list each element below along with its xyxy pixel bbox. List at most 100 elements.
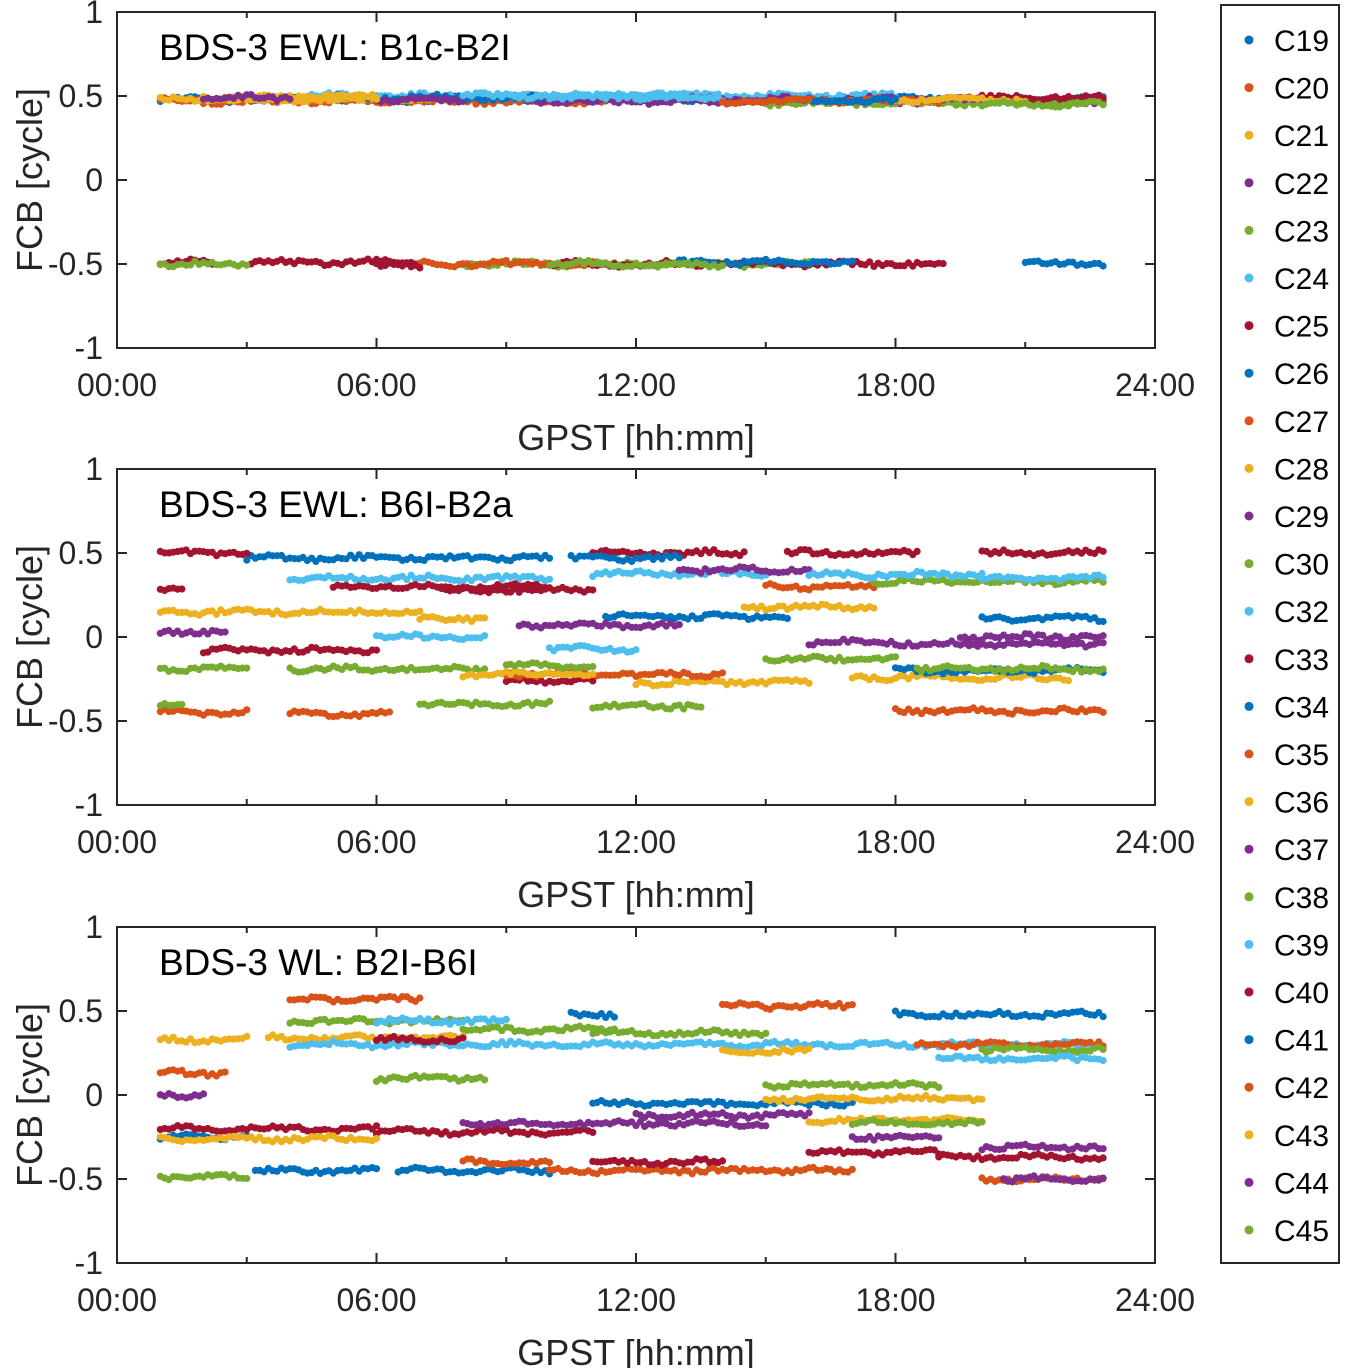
y-tick-label: 0 xyxy=(85,162,103,198)
data-point-C41 xyxy=(891,95,900,103)
data-point-C30 xyxy=(243,261,251,269)
data-point-C45 xyxy=(589,663,597,671)
y-axis-label: FCB [cycle] xyxy=(9,88,50,272)
y-tick-label: -0.5 xyxy=(48,703,103,739)
data-point-C29 xyxy=(1099,632,1107,640)
data-point-C20 xyxy=(221,1068,229,1076)
x-tick-label: 00:00 xyxy=(77,367,157,403)
data-point-C36 xyxy=(978,1095,986,1103)
data-point-C44 xyxy=(286,95,294,103)
series-C20 xyxy=(156,705,394,721)
plot-area xyxy=(117,12,1155,348)
data-point-C33 xyxy=(913,547,921,556)
data-point-C41 xyxy=(1099,617,1107,626)
x-tick-label: 12:00 xyxy=(596,824,676,860)
panel-3: 00:00 06:00 12:00 18:00 24:00-1-0.500.51BDS-… xyxy=(9,909,1195,1368)
data-point-C19 xyxy=(783,614,792,623)
data-point-C45 xyxy=(978,1118,986,1126)
data-point-C28 xyxy=(372,1134,381,1143)
series-C39 xyxy=(459,89,683,103)
y-tick-label: 0.5 xyxy=(59,78,103,114)
data-point-C28 xyxy=(1064,677,1073,685)
data-point-C32 xyxy=(481,632,489,640)
data-point-C22 xyxy=(675,621,683,629)
data-point-C23 xyxy=(243,664,251,672)
data-point-C19 xyxy=(243,556,251,564)
data-point-C19 xyxy=(545,554,554,562)
series-C40 xyxy=(372,259,424,272)
data-point-C40 xyxy=(1099,1154,1107,1162)
data-point-C37 xyxy=(459,97,467,106)
data-point-C30 xyxy=(935,1083,943,1091)
data-point-C20 xyxy=(848,1001,856,1009)
y-axis-label: FCB [cycle] xyxy=(9,545,50,729)
data-point-C20 xyxy=(243,706,251,714)
data-point-C26 xyxy=(675,554,683,562)
data-point-C25 xyxy=(939,260,947,268)
series-C34 xyxy=(675,255,856,269)
panel-title: BDS-3 EWL: B6I-B2a xyxy=(159,484,513,525)
data-point-C25 xyxy=(372,646,381,654)
data-point-C22 xyxy=(199,1090,208,1098)
data-points xyxy=(156,89,1107,272)
data-point-C21 xyxy=(212,610,221,618)
y-tick-label: 1 xyxy=(85,451,103,487)
x-tick-label: 06:00 xyxy=(336,367,416,403)
y-tick-label: 0 xyxy=(85,619,103,655)
series-C22 xyxy=(156,619,683,638)
series-C44 xyxy=(199,91,294,105)
panel-title: BDS-3 EWL: B1c-B2I xyxy=(159,27,511,68)
data-point-C32 xyxy=(632,646,640,654)
y-tick-label: 0.5 xyxy=(59,535,103,571)
data-point-C19 xyxy=(372,1165,381,1173)
series-C41 xyxy=(805,94,900,107)
data-point-C32 xyxy=(502,1015,510,1024)
y-tick-label: -1 xyxy=(75,787,103,823)
x-axis-label: GPST [hh:mm] xyxy=(517,417,754,458)
x-tick-label: 06:00 xyxy=(336,824,416,860)
data-point-C35 xyxy=(1099,708,1107,716)
data-point-C44 xyxy=(891,641,900,649)
data-point-C38 xyxy=(697,703,705,711)
y-tick-label: -0.5 xyxy=(48,246,103,282)
data-point-C43 xyxy=(372,95,381,103)
data-point-C33 xyxy=(589,586,597,594)
data-point-C22 xyxy=(805,1109,813,1117)
data-point-C30 xyxy=(891,653,900,661)
series-C37 xyxy=(372,94,467,106)
series-C30 xyxy=(156,257,251,271)
data-point-C25 xyxy=(866,258,874,266)
x-tick-label: 00:00 xyxy=(77,824,157,860)
data-point-C40 xyxy=(416,264,424,272)
data-point-C39 xyxy=(675,90,683,98)
x-axis-label: GPST [hh:mm] xyxy=(517,874,754,915)
panel-2: 00:00 06:00 12:00 18:00 24:00-1-0.500.51BDS-… xyxy=(9,451,1195,915)
y-tick-label: 1 xyxy=(85,0,103,30)
data-point-C36 xyxy=(805,679,813,687)
x-tick-label: 24:00 xyxy=(1115,824,1195,860)
data-point-C34 xyxy=(848,257,856,265)
data-point-C42 xyxy=(718,669,727,677)
data-point-C29 xyxy=(935,1134,943,1142)
x-tick-label: 12:00 xyxy=(596,367,676,403)
data-point-C27 xyxy=(848,1165,856,1173)
data-point-C29 xyxy=(762,1122,770,1130)
series-C45 xyxy=(978,97,1107,111)
data-point-C33 xyxy=(459,1034,467,1042)
data-point-C20 xyxy=(416,994,424,1002)
data-point-C24 xyxy=(545,575,554,583)
data-point-C23 xyxy=(243,1174,251,1183)
data-point-C19 xyxy=(1099,262,1107,270)
data-point-C25 xyxy=(740,548,748,556)
data-point-C38 xyxy=(1099,1045,1107,1054)
data-point-C41 xyxy=(610,1013,619,1021)
data-point-C42 xyxy=(805,95,813,103)
data-point-C38 xyxy=(718,262,727,270)
data-point-C45 xyxy=(1099,101,1107,109)
data-point-C43 xyxy=(589,670,597,678)
data-point-C22 xyxy=(221,628,229,636)
data-point-C45 xyxy=(178,700,186,709)
series-C42 xyxy=(718,95,813,108)
data-point-C37 xyxy=(1099,1145,1107,1153)
